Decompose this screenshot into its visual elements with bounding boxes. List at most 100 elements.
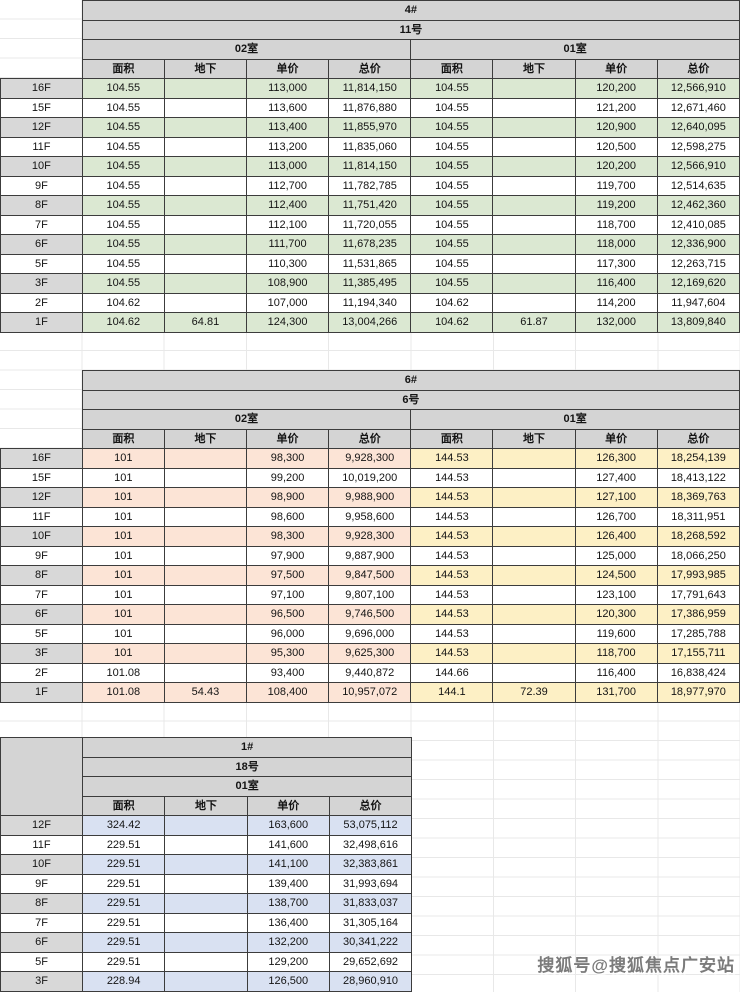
value-cell: [492, 643, 576, 664]
column-header: 总价: [328, 58, 412, 79]
value-cell: 104.55: [410, 175, 494, 196]
table-row: 3F 228.94 126,500 28,960,910: [0, 971, 413, 992]
column-header: 总价: [656, 58, 740, 79]
value-cell: [492, 136, 576, 157]
value-cell: 53,075,112: [328, 815, 413, 836]
value-cell: 12,263,715: [656, 253, 740, 274]
value-cell: 12,566,910: [656, 78, 740, 99]
value-cell: 117,300: [574, 253, 658, 274]
value-cell: 116,400: [574, 662, 658, 683]
price-table-building-4: 4# 11号 02室 01室 面积 地下 单价 总价 面积 地下 单价 总价 16F 104.55 113,…: [0, 0, 740, 333]
value-cell: 12,410,085: [656, 214, 740, 235]
value-cell: 17,791,643: [656, 584, 740, 605]
value-cell: 139,400: [246, 873, 330, 894]
value-cell: [163, 487, 247, 508]
value-cell: [492, 506, 576, 527]
floor-label: 5F: [0, 623, 83, 644]
value-cell: 11,678,235: [328, 234, 412, 255]
value-cell: [163, 467, 247, 488]
floor-label: 12F: [0, 487, 83, 508]
table-row: 15F 101 99,200 10,019,200 144.53 127,400 18,41…: [0, 467, 740, 488]
value-cell: [163, 97, 247, 118]
value-cell: 101: [81, 487, 165, 508]
table-row: 9F 101 97,900 9,887,900 144.53 125,000 18,066,…: [0, 545, 740, 566]
value-cell: 13,004,266: [328, 312, 412, 333]
value-cell: 144.53: [410, 487, 494, 508]
value-cell: [163, 526, 247, 547]
table-row: 16F 104.55 113,000 11,814,150 104.55 120,200 1…: [0, 78, 740, 99]
value-cell: 18,311,951: [656, 506, 740, 527]
value-cell: 108,900: [245, 273, 330, 294]
table-row: 11F 104.55 113,200 11,835,060 104.55 120,500 1…: [0, 136, 740, 157]
value-cell: 64.81: [163, 312, 247, 333]
table-row: 9F 229.51 139,400 31,993,694: [0, 873, 413, 894]
value-cell: 31,993,694: [328, 873, 413, 894]
watermark-text: 搜狐号@搜狐焦点广安站: [537, 956, 735, 975]
value-cell: 11,194,340: [328, 292, 412, 313]
value-cell: 101.08: [81, 662, 165, 683]
table-row: 15F 104.55 113,600 11,876,880 104.55 121,200 1…: [0, 97, 740, 118]
price-table-building-6: 6# 6号 02室 01室 面积 地下 单价 总价 面积 地下 单价 总价 16F 101 98,300 9,…: [0, 370, 740, 703]
floor-label: 8F: [0, 565, 83, 586]
value-cell: 18,413,122: [656, 467, 740, 488]
building-label: 1#: [81, 737, 413, 758]
floor-label: 16F: [0, 78, 83, 99]
value-cell: 126,300: [574, 448, 658, 469]
value-cell: 108,400: [245, 682, 330, 703]
value-cell: [164, 912, 248, 933]
column-header: 单价: [245, 428, 330, 449]
value-cell: [492, 117, 576, 138]
column-header: 面积: [81, 795, 166, 816]
column-header: 单价: [246, 795, 330, 816]
value-cell: 104.55: [410, 97, 494, 118]
floor-label: 5F: [0, 951, 83, 972]
value-cell: 112,700: [245, 175, 330, 196]
floor-label: 6F: [0, 234, 83, 255]
value-cell: 10,957,072: [328, 682, 412, 703]
value-cell: 104.55: [81, 214, 165, 235]
value-cell: 127,400: [574, 467, 658, 488]
value-cell: 144.53: [410, 643, 494, 664]
table-row: 11F 101 98,600 9,958,600 144.53 126,700 18,311…: [0, 506, 740, 527]
value-cell: 141,100: [246, 854, 330, 875]
value-cell: [163, 506, 247, 527]
value-cell: 112,400: [245, 195, 330, 216]
floor-label: 6F: [0, 604, 83, 625]
floor-label: 12F: [0, 117, 83, 138]
value-cell: [492, 623, 576, 644]
value-cell: 104.55: [81, 117, 165, 138]
value-cell: 96,500: [245, 604, 330, 625]
value-cell: 101: [81, 643, 165, 664]
value-cell: 131,700: [574, 682, 658, 703]
table-row: 3F 101 95,300 9,625,300 144.53 118,700 17,155,…: [0, 643, 740, 664]
value-cell: [492, 253, 576, 274]
value-cell: 132,000: [574, 312, 658, 333]
floor-label: 3F: [0, 971, 83, 992]
value-cell: 10,019,200: [328, 467, 412, 488]
value-cell: 124,500: [574, 565, 658, 586]
value-cell: [492, 195, 576, 216]
table-row: 2F 101.08 93,400 9,440,872 144.66 116,400 16,8…: [0, 662, 740, 683]
value-cell: 32,383,861: [328, 854, 413, 875]
value-cell: [163, 545, 247, 566]
value-cell: 144.53: [410, 506, 494, 527]
value-cell: 120,200: [574, 78, 658, 99]
value-cell: 229.51: [81, 912, 166, 933]
value-cell: 113,400: [245, 117, 330, 138]
value-cell: 11,947,604: [656, 292, 740, 313]
value-cell: 31,305,164: [328, 912, 413, 933]
value-cell: 98,300: [245, 526, 330, 547]
value-cell: 9,746,500: [328, 604, 412, 625]
value-cell: [163, 565, 247, 586]
value-cell: 101: [81, 584, 165, 605]
value-cell: 11,814,150: [328, 156, 412, 177]
value-cell: 144.53: [410, 623, 494, 644]
value-cell: 9,625,300: [328, 643, 412, 664]
value-cell: 229.51: [81, 854, 166, 875]
value-cell: 32,498,616: [328, 834, 413, 855]
value-cell: 98,300: [245, 448, 330, 469]
floor-label: 2F: [0, 662, 83, 683]
value-cell: 18,066,250: [656, 545, 740, 566]
value-cell: 141,600: [246, 834, 330, 855]
value-cell: 16,838,424: [656, 662, 740, 683]
